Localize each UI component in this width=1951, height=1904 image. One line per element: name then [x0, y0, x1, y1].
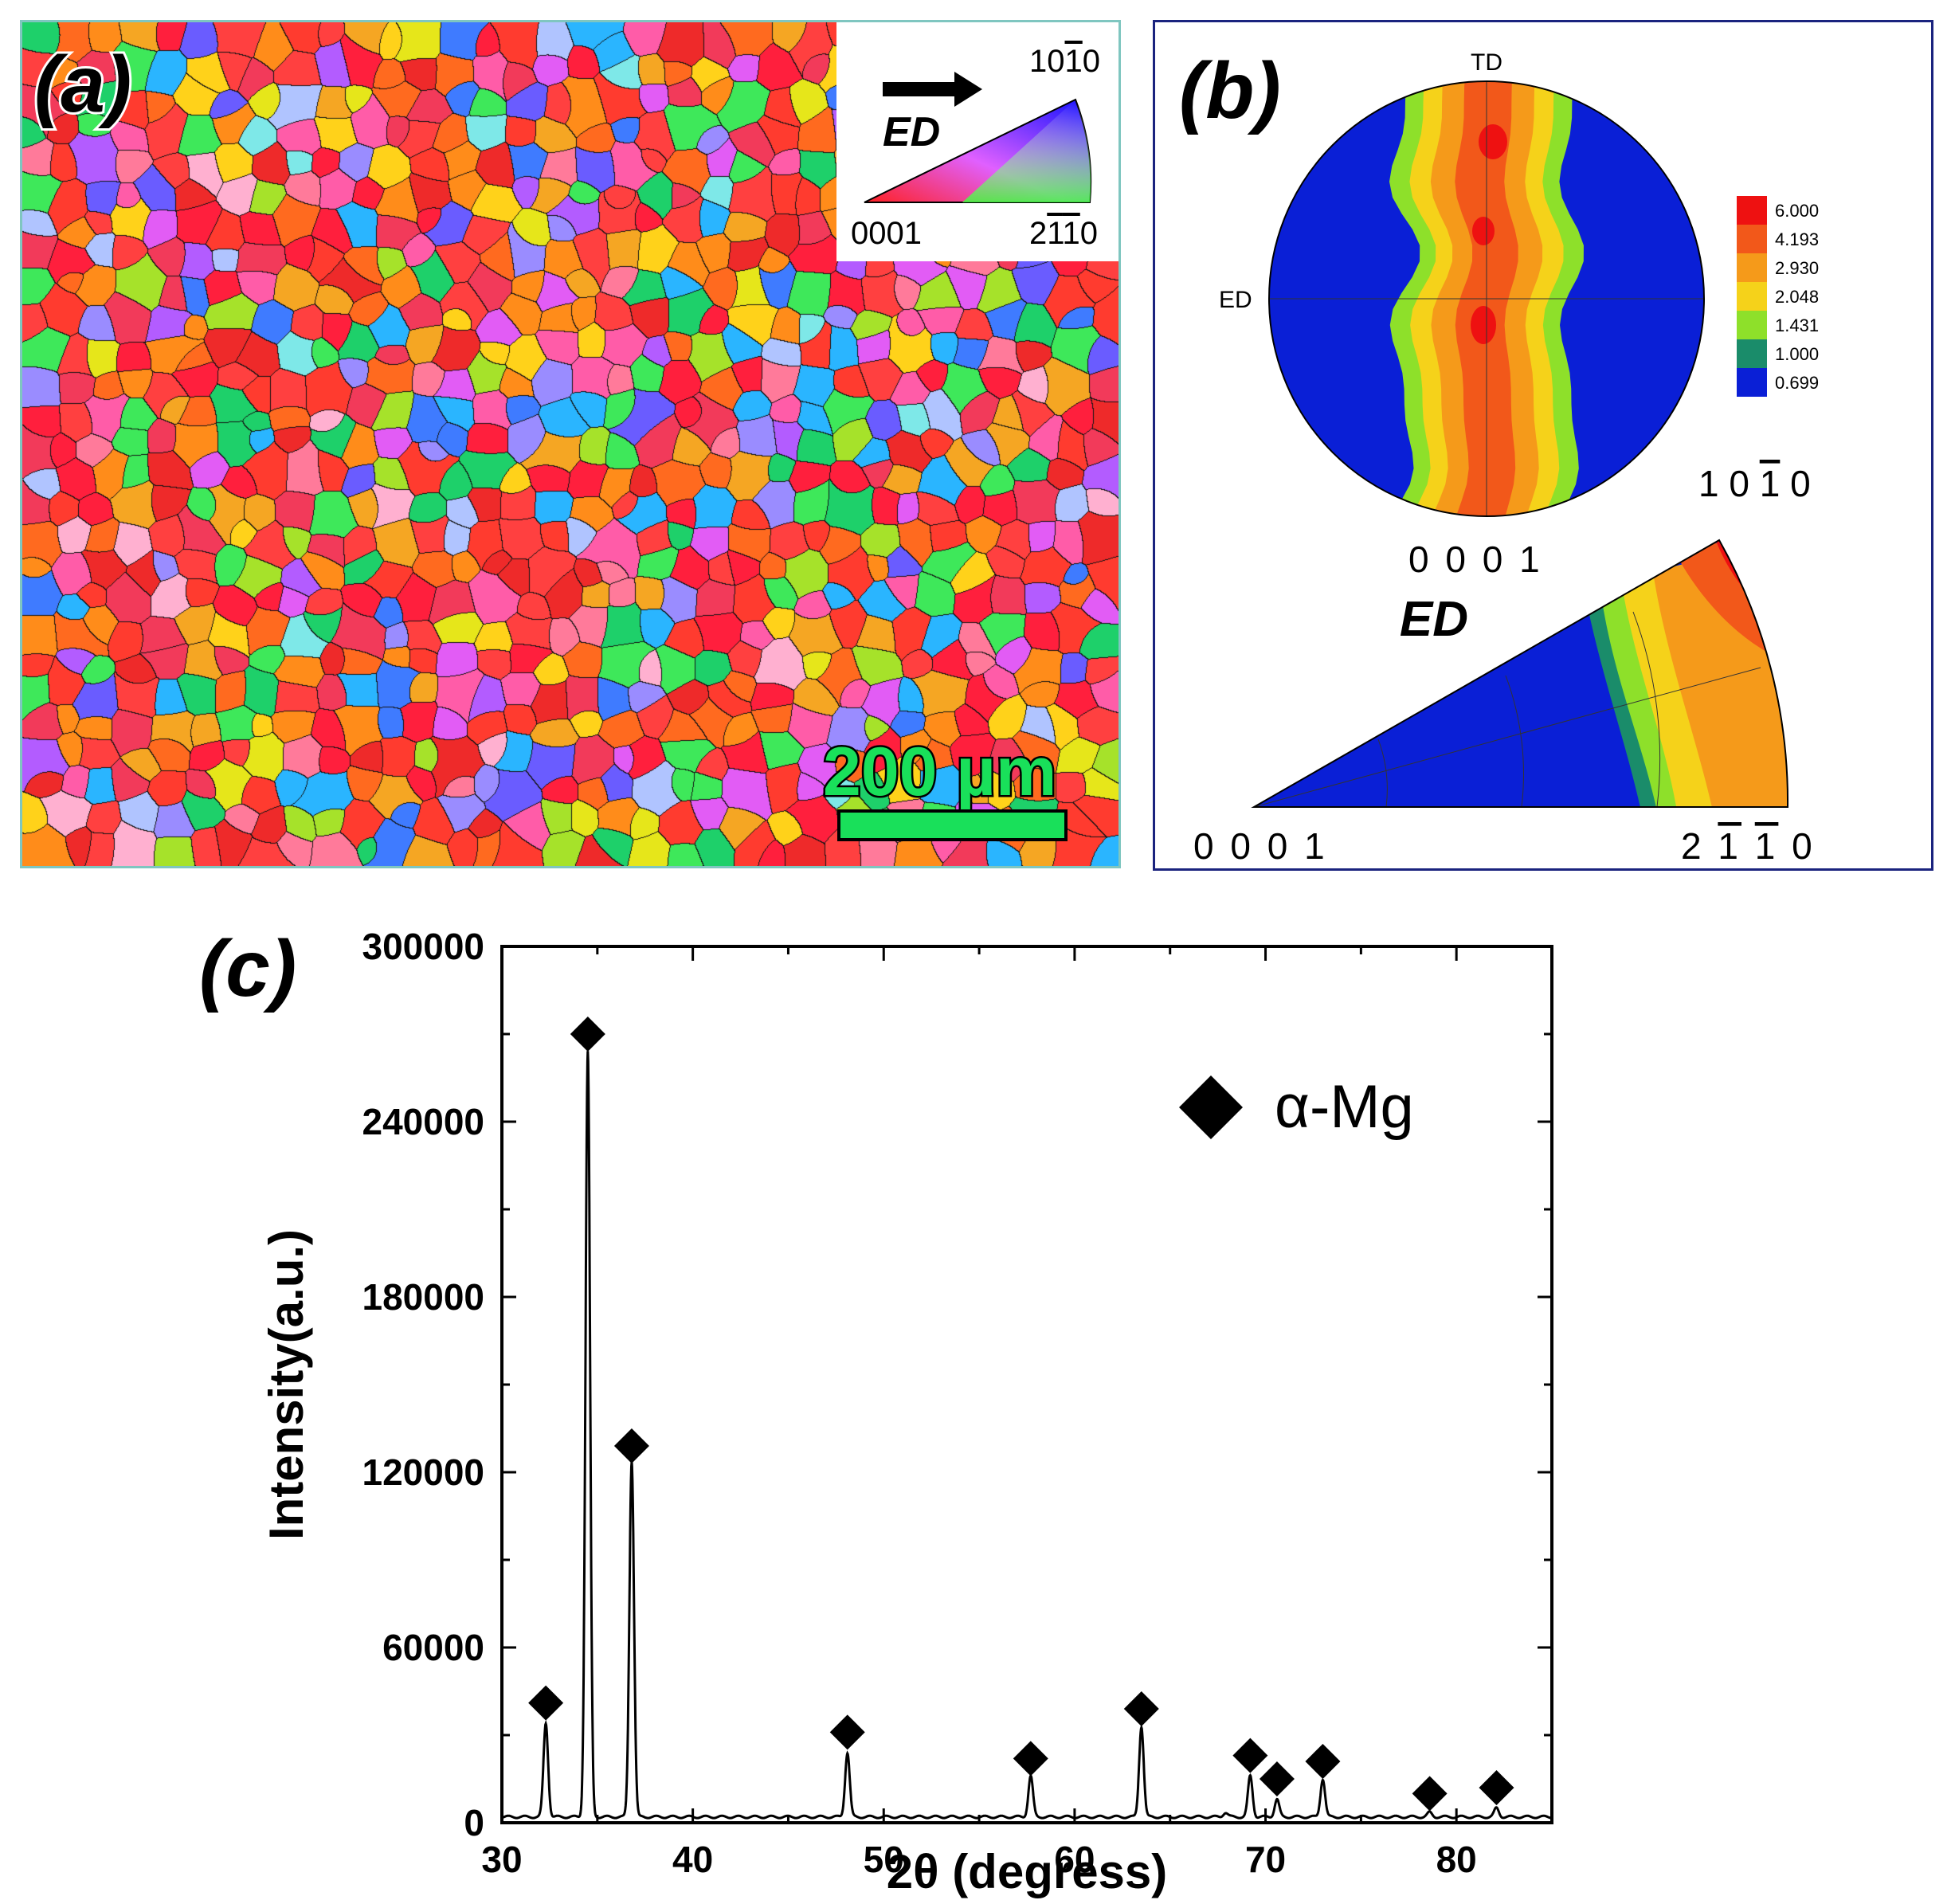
ipf-0001-label: 0 0 0 1	[1193, 825, 1328, 867]
ipf-color-legend: ED 1010 0001 2110	[836, 22, 1118, 261]
pole-figure-panel: (b) TD ED 1 0 1 0 6.000 4.193 2.930 2.048 1.…	[1153, 20, 1933, 871]
ipf-2110-part1: 2	[1681, 825, 1718, 867]
legend-1010-part1: 10	[1029, 44, 1065, 79]
x-tick-label: 60	[1054, 1839, 1095, 1880]
panel-c-label: (c)	[199, 924, 296, 1013]
colorbar-level-label: 2.048	[1775, 287, 1819, 307]
pole-figure-svg: (b) TD ED 1 0 1 0 6.000 4.193 2.930 2.048 1.…	[1179, 46, 1819, 867]
pole-figure-circle	[1269, 81, 1704, 516]
ipf-2110-part4: 1	[1755, 825, 1779, 867]
legend-2110-part2: 1	[1047, 216, 1064, 251]
legend-diamond-icon	[1179, 1075, 1243, 1139]
peak-diamond-marker	[613, 1428, 649, 1463]
peak-diamond-marker	[570, 1017, 605, 1052]
ipf-2110-label: 2 1 1 0	[1681, 825, 1816, 867]
colorbar-swatch	[1737, 339, 1767, 368]
legend-alpha-mg-label: α-Mg	[1275, 1073, 1414, 1141]
map-overlay: (a) ED 1010 0001 2110	[32, 22, 1118, 841]
y-tick-label: 0	[464, 1802, 484, 1843]
colorbar-swatch	[1737, 368, 1767, 397]
x-tick-label: 80	[1436, 1839, 1477, 1880]
panel-a-label: (a)	[34, 40, 131, 129]
colorbar-level-label: 1.431	[1775, 315, 1819, 335]
y-axis-title: Intensity(a.u.)	[260, 1229, 313, 1540]
scale-bar	[837, 809, 1068, 841]
peak-diamond-marker	[1305, 1744, 1341, 1779]
density-colorbar: 6.000 4.193 2.930 2.048 1.431 1.000 0.699	[1737, 196, 1819, 397]
legend-2110-part3: 1	[1063, 216, 1080, 251]
ipf-ed-title: ED	[1400, 592, 1468, 647]
pole-index-part1: 1 0	[1698, 463, 1760, 504]
legend-1010-part2: 1	[1065, 44, 1083, 79]
peak-diamond-marker	[829, 1714, 865, 1750]
peak-diamond-marker	[1479, 1770, 1514, 1805]
x-axis: 30 40 50 60 70 80	[481, 946, 1477, 1880]
x-axis-title: 2θ (degress)	[887, 1845, 1168, 1898]
xrd-chart: (c) 0 60000 120000 180000 240000 300000 30 40 5…	[199, 924, 1553, 1898]
y-tick-label: 60000	[382, 1627, 484, 1668]
peak-diamond-marker	[1013, 1741, 1048, 1777]
peak-diamond-marker	[1259, 1761, 1295, 1796]
x-tick-label: 70	[1245, 1839, 1286, 1880]
legend-2110-part4: 0	[1080, 216, 1098, 251]
arrow-right-icon	[883, 72, 982, 107]
ebsd-ipf-map: (a) ED 1010 0001 2110	[20, 20, 1121, 868]
colorbar-level-label: 1.000	[1775, 344, 1819, 364]
pole-td-label: TD	[1471, 49, 1502, 76]
legend-ed-label: ED	[883, 109, 940, 155]
peak-markers	[528, 1017, 1514, 1812]
pole-index-label: 1 0 1 0	[1698, 463, 1811, 504]
colorbar-swatch	[1737, 282, 1767, 311]
xrd-pattern-line	[501, 1051, 1552, 1820]
xrd-panel: (c) 0 60000 120000 180000 240000 300000 30 40 5…	[0, 884, 1951, 1904]
legend-2110-label: 2110	[1029, 216, 1098, 251]
peak-diamond-marker	[1123, 1691, 1159, 1726]
scale-bar-label: 200 µm	[823, 734, 1056, 810]
y-tick-label: 180000	[362, 1276, 485, 1318]
colorbar-swatch	[1737, 196, 1767, 225]
peak-diamond-marker	[1232, 1737, 1268, 1773]
x-tick-label: 50	[864, 1839, 904, 1880]
y-tick-label: 120000	[362, 1452, 485, 1493]
pole-ed-label: ED	[1219, 287, 1252, 313]
ipf-2110-part3	[1741, 825, 1755, 867]
colorbar-swatch	[1737, 253, 1767, 282]
legend-0001-label: 0001	[851, 216, 922, 251]
legend-1010-part3: 0	[1083, 44, 1100, 79]
colorbar-level-label: 0.699	[1775, 373, 1819, 393]
y-axis: 0 60000 120000 180000 240000 300000	[362, 926, 1552, 1843]
panel-b-label: (b)	[1179, 46, 1281, 135]
colorbar-swatch	[1737, 225, 1767, 253]
colorbar-level-label: 4.193	[1775, 229, 1819, 249]
ipf-triangle-green	[962, 100, 1091, 202]
peak-diamond-marker	[528, 1685, 564, 1721]
ipf-2110-part2: 1	[1718, 825, 1741, 867]
ipf-0001-top-label: 0 0 0 1	[1408, 539, 1543, 580]
x-tick-label: 40	[672, 1839, 713, 1880]
y-tick-label: 240000	[362, 1101, 485, 1142]
peak-diamond-marker	[1412, 1776, 1448, 1812]
legend-1010-label: 1010	[1029, 44, 1100, 79]
pole-index-part2: 1	[1760, 463, 1781, 504]
ipf-2110-part5: 0	[1778, 825, 1815, 867]
pole-index-part3: 0	[1780, 463, 1810, 504]
x-tick-label: 30	[481, 1839, 522, 1880]
chart-legend: α-Mg	[1179, 1073, 1414, 1141]
colorbar-level-label: 2.930	[1775, 258, 1819, 278]
colorbar-level-label: 6.000	[1775, 201, 1819, 221]
colorbar-swatch	[1737, 311, 1767, 339]
legend-2110-part1: 2	[1029, 216, 1047, 251]
y-tick-label: 300000	[362, 926, 485, 967]
